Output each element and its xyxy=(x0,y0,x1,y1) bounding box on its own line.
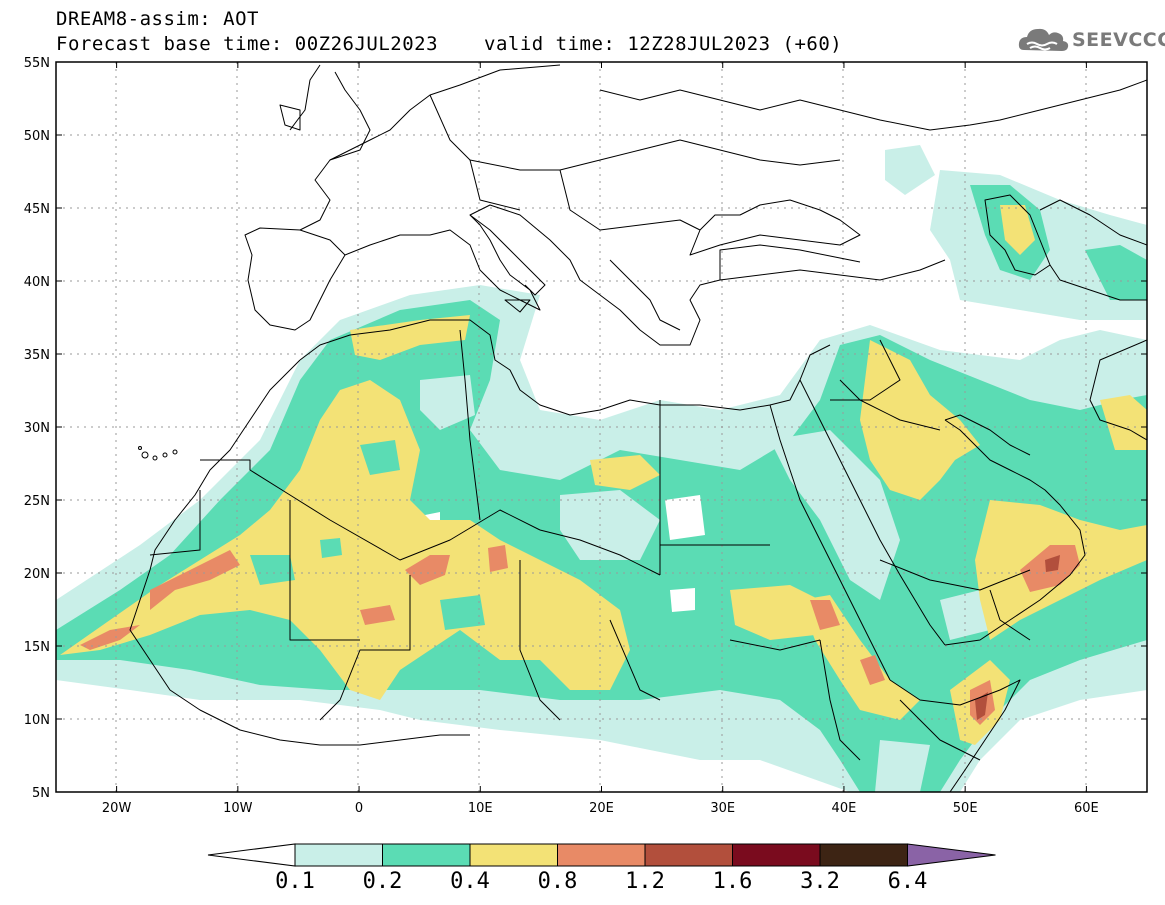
cloud-icon xyxy=(1018,28,1069,51)
lon-label: 0 xyxy=(355,801,363,816)
base-time: Forecast base time: 00Z26JUL2023 xyxy=(56,33,439,55)
lat-label: 40N xyxy=(24,275,50,290)
time-info: Forecast base time: 00Z26JUL2023 valid ti… xyxy=(56,33,842,55)
colorbar-over xyxy=(907,843,996,867)
colorbar-label: 1.6 xyxy=(713,869,753,894)
aot-field xyxy=(56,62,1147,792)
lat-label: 55N xyxy=(24,56,50,71)
colorbar-label: 6.4 xyxy=(888,869,928,894)
colorbar-box xyxy=(819,843,908,867)
lat-label: 15N xyxy=(24,640,50,655)
colorbar-box xyxy=(557,843,646,867)
lat-label: 20N xyxy=(24,567,50,582)
lat-label: 5N xyxy=(32,786,50,801)
colorbar: 0.1 0.2 0.4 0.8 1.2 1.6 3.2 6.4 xyxy=(207,843,996,894)
colorbar-label: 0.1 xyxy=(275,869,315,894)
colorbar-label: 3.2 xyxy=(800,869,840,894)
colorbar-box xyxy=(382,843,471,867)
lat-label: 35N xyxy=(24,348,50,363)
aot-level-0.4 xyxy=(60,205,1147,745)
lon-label: 30E xyxy=(710,801,735,816)
lon-axis: 20W 10W 0 10E 20E 30E 40E 50E 60E xyxy=(102,62,1099,816)
aot-level-1.2 xyxy=(975,555,1060,720)
colorbar-under xyxy=(207,843,296,867)
lon-label: 20W xyxy=(102,801,132,816)
map-title: DREAM8-assim: AOT xyxy=(56,8,259,30)
lon-label: 20E xyxy=(589,801,614,816)
seevccc-logo: SEEVCCC xyxy=(1018,22,1165,58)
colorbar-label: 0.2 xyxy=(363,869,403,894)
colorbar-box xyxy=(294,843,383,867)
graticule xyxy=(56,62,1147,792)
lat-label: 25N xyxy=(24,494,50,509)
lon-label: 60E xyxy=(1074,801,1099,816)
colorbar-label: 0.8 xyxy=(538,869,578,894)
valid-time: valid time: 12Z28JUL2023 (+60) xyxy=(484,33,843,55)
lon-label: 50E xyxy=(953,801,978,816)
colorbar-box xyxy=(644,843,733,867)
lon-label: 40E xyxy=(832,801,857,816)
logo-text: SEEVCCC xyxy=(1072,29,1165,51)
coastlines-borders xyxy=(129,64,1147,792)
lat-label: 10N xyxy=(24,713,50,728)
colorbar-box xyxy=(732,843,821,867)
lon-label: 10E xyxy=(468,801,493,816)
lat-label: 50N xyxy=(24,129,50,144)
colorbar-box xyxy=(469,843,558,867)
lat-label: 45N xyxy=(24,202,50,217)
colorbar-label: 1.2 xyxy=(625,869,665,894)
lat-axis: 55N 50N 45N 40N 35N 30N 25N 20N 15N 10N 5N xyxy=(24,56,1147,801)
lat-label: 30N xyxy=(24,421,50,436)
colorbar-label: 0.4 xyxy=(450,869,490,894)
lon-label: 10W xyxy=(223,801,253,816)
